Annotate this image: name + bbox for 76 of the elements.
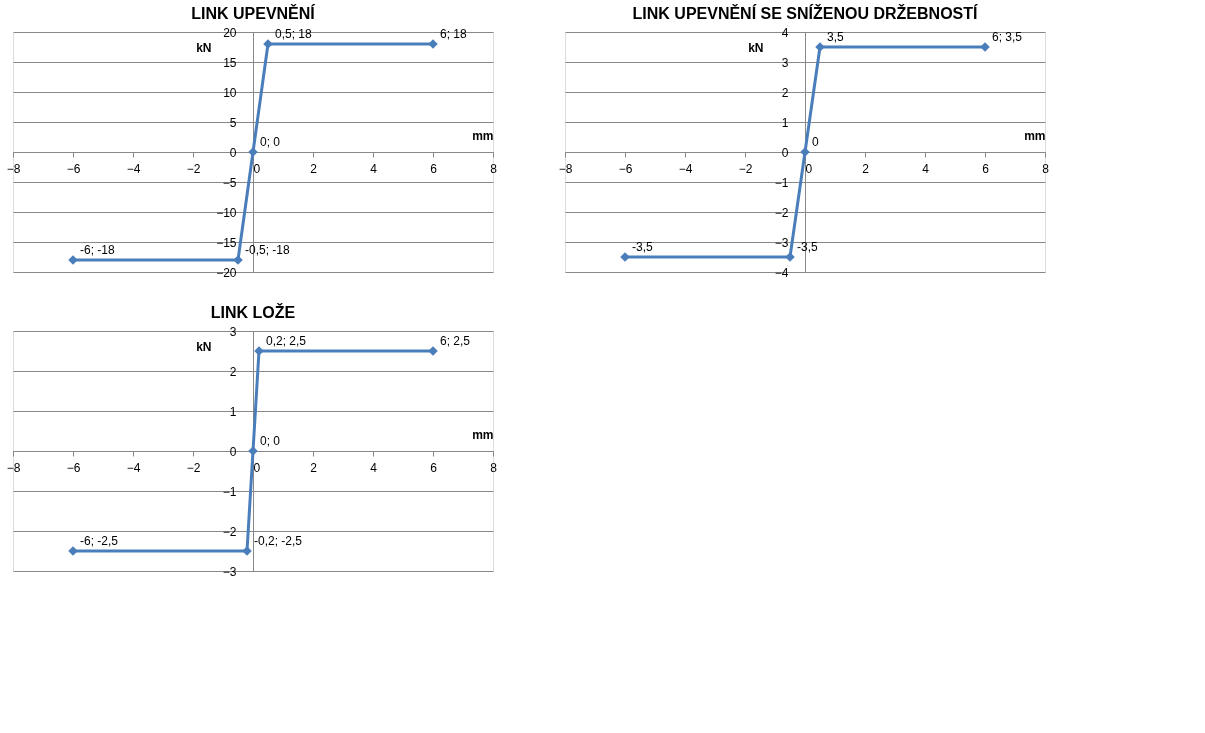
y-axis-title: kN [196,339,212,354]
y-tick-label: 0 [229,145,237,160]
y-tick-label: 3 [229,324,237,339]
y-tick-label: 15 [223,55,237,70]
y-tick-label: −4 [774,265,789,280]
data-label: -0,5; -18 [245,243,291,257]
chart-title: LINK LOŽE [210,303,296,321]
x-tick-label: 4 [370,460,378,475]
x-tick-label: −4 [678,161,693,176]
x-tick-label: 4 [922,161,930,176]
data-label: 3,5 [827,30,845,44]
x-tick-label: −6 [66,460,81,475]
data-label: 0,5; 18 [275,27,313,41]
x-tick-label: 2 [310,161,318,176]
x-tick-label: −4 [126,460,141,475]
y-tick-label: 2 [229,364,237,379]
x-tick-label: 4 [370,161,378,176]
x-tick-label: −2 [186,460,201,475]
y-tick-label: 1 [229,404,237,419]
y-tick-label: 4 [781,25,789,40]
x-axis-title: mm [472,128,494,143]
data-label: 6; 3,5 [992,30,1023,44]
y-tick-label: 20 [223,25,237,40]
y-tick-label: −1 [222,484,237,499]
y-tick-label: 0 [781,145,789,160]
y-tick-label: 2 [781,85,789,100]
x-tick-label: 8 [490,161,498,176]
data-label: 0 [812,135,819,149]
x-tick-label: −8 [6,460,21,475]
x-tick-label: −8 [558,161,573,176]
x-tick-label: −8 [6,161,21,176]
data-label: 0; 0 [260,135,281,149]
x-tick-label: 2 [862,161,870,176]
y-tick-label: 5 [229,115,237,130]
y-tick-label: 3 [781,55,789,70]
data-label: 6; 18 [440,27,468,41]
y-axis-title: kN [748,40,764,55]
y-tick-label: −10 [216,205,237,220]
x-tick-label: 6 [430,460,438,475]
data-label: -3,5 [797,240,818,254]
x-tick-label: −2 [186,161,201,176]
data-label: -3,5 [632,240,653,254]
x-tick-label: 0 [253,460,261,475]
x-axis-title: mm [1024,128,1046,143]
data-label: 0; 0 [260,434,281,448]
y-tick-label: 0 [229,444,237,459]
data-label: 0,2; 2,5 [266,334,307,348]
x-axis-title: mm [472,427,494,442]
y-tick-label: −2 [222,524,237,539]
data-label: -6; -2,5 [80,534,119,548]
y-tick-label: −3 [222,564,237,579]
x-tick-label: 0 [253,161,261,176]
y-tick-label: −1 [774,175,789,190]
data-label: -0,2; -2,5 [254,534,303,548]
x-tick-label: −2 [738,161,753,176]
x-tick-label: 2 [310,460,318,475]
x-tick-label: −4 [126,161,141,176]
x-tick-label: −6 [618,161,633,176]
chart-title: LINK UPEVNĚNÍ SE SNÍŽENOU DRŽEBNOSTÍ [632,4,979,22]
data-label: 6; 2,5 [440,334,471,348]
x-tick-label: 8 [1042,161,1050,176]
y-tick-label: 10 [223,85,237,100]
x-tick-label: 0 [805,161,813,176]
y-tick-label: −5 [222,175,237,190]
y-tick-label: −3 [774,235,789,250]
x-tick-label: 6 [430,161,438,176]
chart-title: LINK UPEVNĚNÍ [191,4,316,22]
y-tick-label: −15 [216,235,237,250]
y-tick-label: −20 [216,265,237,280]
data-label: -6; -18 [80,243,116,257]
x-tick-label: 6 [982,161,990,176]
x-tick-label: 8 [490,460,498,475]
y-tick-label: −2 [774,205,789,220]
y-axis-title: kN [196,40,212,55]
x-tick-label: −6 [66,161,81,176]
y-tick-label: 1 [781,115,789,130]
